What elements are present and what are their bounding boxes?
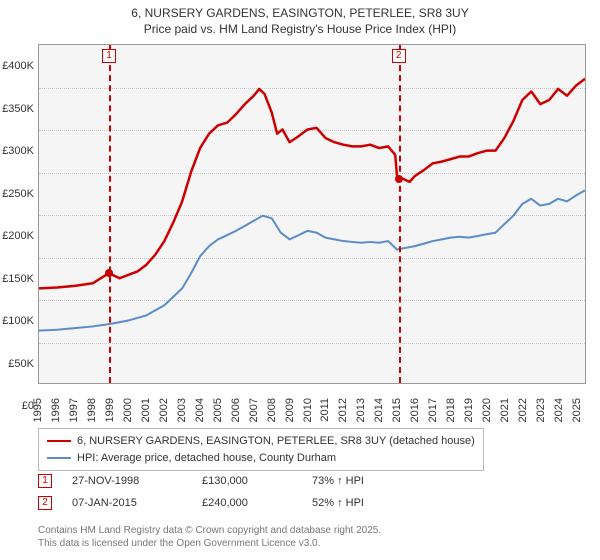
x-tick-label: 1995 [32,398,44,422]
x-tick-label: 1997 [68,398,80,422]
chart-svg [39,45,585,383]
x-tick-label: 2018 [445,398,457,422]
chart-container: 12 £0£50K£100K£150K£200K£250K£300K£350K£… [38,44,586,406]
y-tick-label: £150K [2,273,34,285]
legend-item: 6, NURSERY GARDENS, EASINGTON, PETERLEE,… [47,433,475,450]
sale-vertical-line [109,45,111,383]
x-tick-label: 2002 [158,398,170,422]
x-tick-label: 2024 [553,398,565,422]
sale-vertical-line [399,45,401,383]
x-tick-label: 2005 [212,398,224,422]
x-tick-label: 2017 [427,398,439,422]
x-tick-label: 2014 [373,398,385,422]
sales-table-row: 1 27-NOV-1998 £130,000 73% ↑ HPI [38,470,402,492]
x-tick-label: 2011 [319,398,331,422]
sales-table-row: 2 07-JAN-2015 £240,000 52% ↑ HPI [38,492,402,514]
x-tick-label: 2004 [194,398,206,422]
sale-marker: 1 [102,49,116,63]
plot-area: 12 [38,44,586,384]
y-tick-label: £250K [2,188,34,200]
x-tick-label: 2015 [391,398,403,422]
title-line-2: Price paid vs. HM Land Registry's House … [0,22,600,38]
x-tick-label: 1999 [104,398,116,422]
series-price_paid [39,79,585,289]
x-tick-label: 1998 [86,398,98,422]
y-tick-label: £50K [8,358,34,370]
footer-line-2: This data is licensed under the Open Gov… [38,537,381,550]
series-hpi [39,190,585,330]
x-tick-label: 2009 [284,398,296,422]
chart-title: 6, NURSERY GARDENS, EASINGTON, PETERLEE,… [0,0,600,37]
sale-ref-marker: 1 [38,474,52,488]
legend-swatch [47,440,71,442]
x-tick-label: 2025 [571,398,583,422]
y-tick-label: £100K [2,315,34,327]
x-tick-label: 2022 [517,398,529,422]
sales-table: 1 27-NOV-1998 £130,000 73% ↑ HPI 2 07-JAN-201… [38,470,402,514]
x-tick-label: 2012 [337,398,349,422]
x-tick-label: 2008 [266,398,278,422]
x-tick-label: 2010 [302,398,314,422]
legend-label: 6, NURSERY GARDENS, EASINGTON, PETERLEE,… [77,433,475,450]
x-tick-label: 2006 [230,398,242,422]
sale-marker: 2 [392,49,406,63]
x-tick-label: 2020 [481,398,493,422]
x-tick-label: 2000 [122,398,134,422]
y-tick-label: £400K [2,60,34,72]
x-tick-label: 1996 [50,398,62,422]
title-line-1: 6, NURSERY GARDENS, EASINGTON, PETERLEE,… [0,6,600,22]
sale-hpi: 73% ↑ HPI [312,470,402,492]
y-tick-label: £300K [2,145,34,157]
sale-price: £240,000 [202,492,292,514]
y-tick-label: £200K [2,230,34,242]
legend: 6, NURSERY GARDENS, EASINGTON, PETERLEE,… [38,428,484,471]
legend-item: HPI: Average price, detached house, Coun… [47,450,475,467]
x-tick-label: 2019 [463,398,475,422]
sale-dot [395,175,403,183]
sale-price: £130,000 [202,470,292,492]
x-tick-label: 2013 [355,398,367,422]
footer-attribution: Contains HM Land Registry data © Crown c… [38,524,381,550]
x-tick-label: 2021 [499,398,511,422]
sale-ref-marker: 2 [38,496,52,510]
x-tick-label: 2003 [176,398,188,422]
sale-date: 27-NOV-1998 [72,470,182,492]
x-tick-label: 2007 [248,398,260,422]
sale-hpi: 52% ↑ HPI [312,492,402,514]
legend-swatch [47,457,71,459]
legend-label: HPI: Average price, detached house, Coun… [77,450,336,467]
y-tick-label: £350K [2,103,34,115]
x-tick-label: 2023 [535,398,547,422]
x-tick-label: 2016 [409,398,421,422]
footer-line-1: Contains HM Land Registry data © Crown c… [38,524,381,537]
sale-date: 07-JAN-2015 [72,492,182,514]
x-tick-label: 2001 [140,398,152,422]
sale-dot [105,269,113,277]
